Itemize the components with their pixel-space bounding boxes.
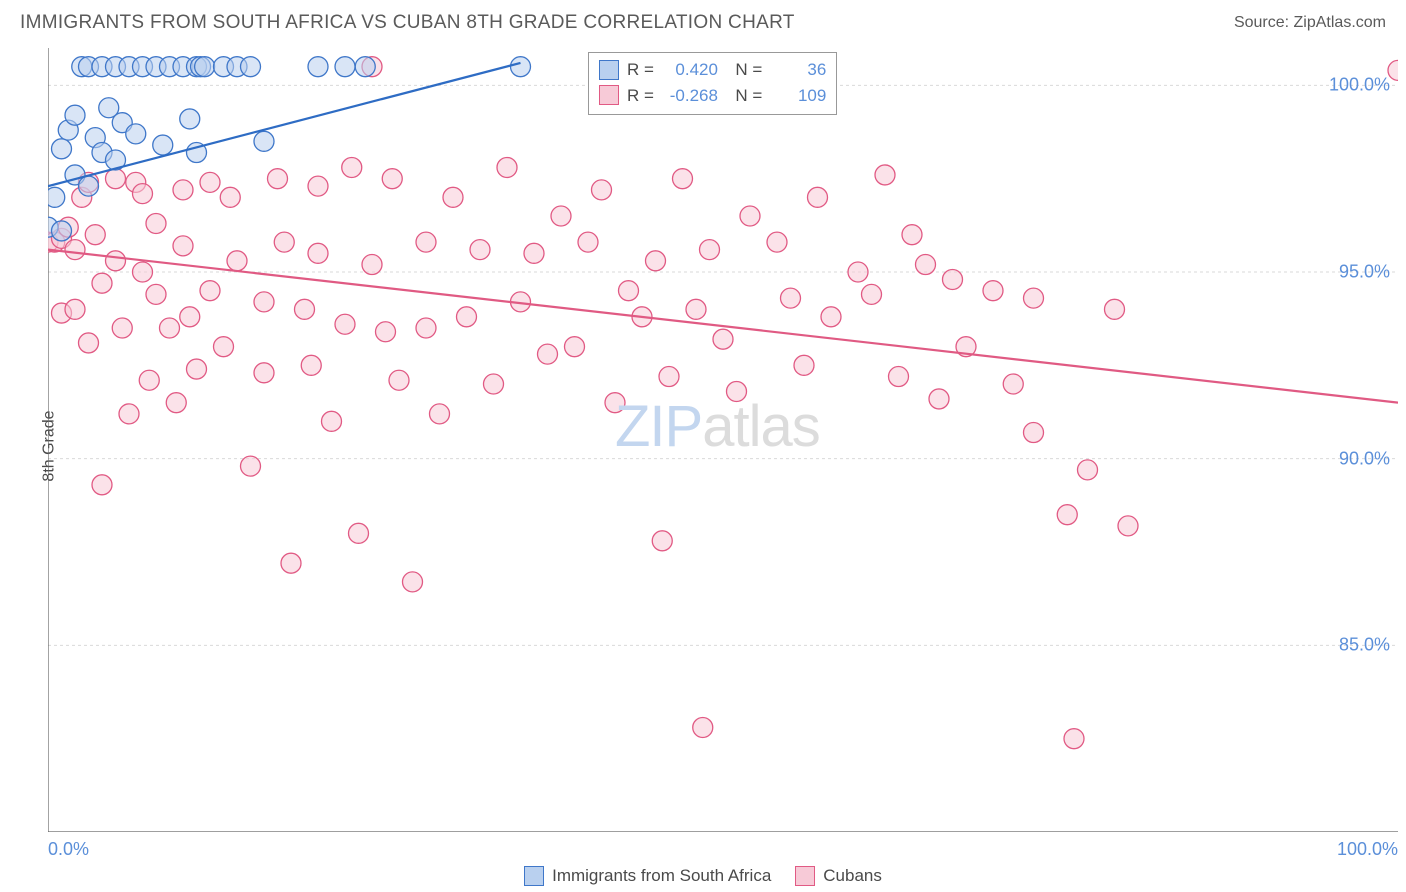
source-attribution: Source: ZipAtlas.com bbox=[1234, 14, 1386, 32]
legend-item-series2: Cubans bbox=[795, 866, 882, 886]
stats-swatch-icon bbox=[599, 60, 619, 80]
legend-label: Cubans bbox=[823, 866, 882, 886]
scatter-plot bbox=[48, 48, 1398, 832]
correlation-stats-box: R =0.420 N =36 R =-0.268 N =109 bbox=[588, 52, 837, 115]
y-tick-label: 100.0% bbox=[1329, 75, 1390, 96]
legend-item-series1: Immigrants from South Africa bbox=[524, 866, 771, 886]
stats-swatch-icon bbox=[599, 85, 619, 105]
x-tick-label: 0.0% bbox=[48, 839, 89, 860]
legend-label: Immigrants from South Africa bbox=[552, 866, 771, 886]
y-tick-label: 90.0% bbox=[1339, 448, 1390, 469]
y-tick-label: 85.0% bbox=[1339, 635, 1390, 656]
y-tick-label: 95.0% bbox=[1339, 262, 1390, 283]
stats-row-series2: R =-0.268 N =109 bbox=[599, 83, 826, 109]
legend-swatch-icon bbox=[524, 866, 544, 886]
legend: Immigrants from South Africa Cubans bbox=[0, 866, 1406, 886]
stats-row-series1: R =0.420 N =36 bbox=[599, 57, 826, 83]
chart-title: IMMIGRANTS FROM SOUTH AFRICA VS CUBAN 8T… bbox=[20, 12, 795, 34]
legend-swatch-icon bbox=[795, 866, 815, 886]
x-tick-label: 100.0% bbox=[1337, 839, 1398, 860]
